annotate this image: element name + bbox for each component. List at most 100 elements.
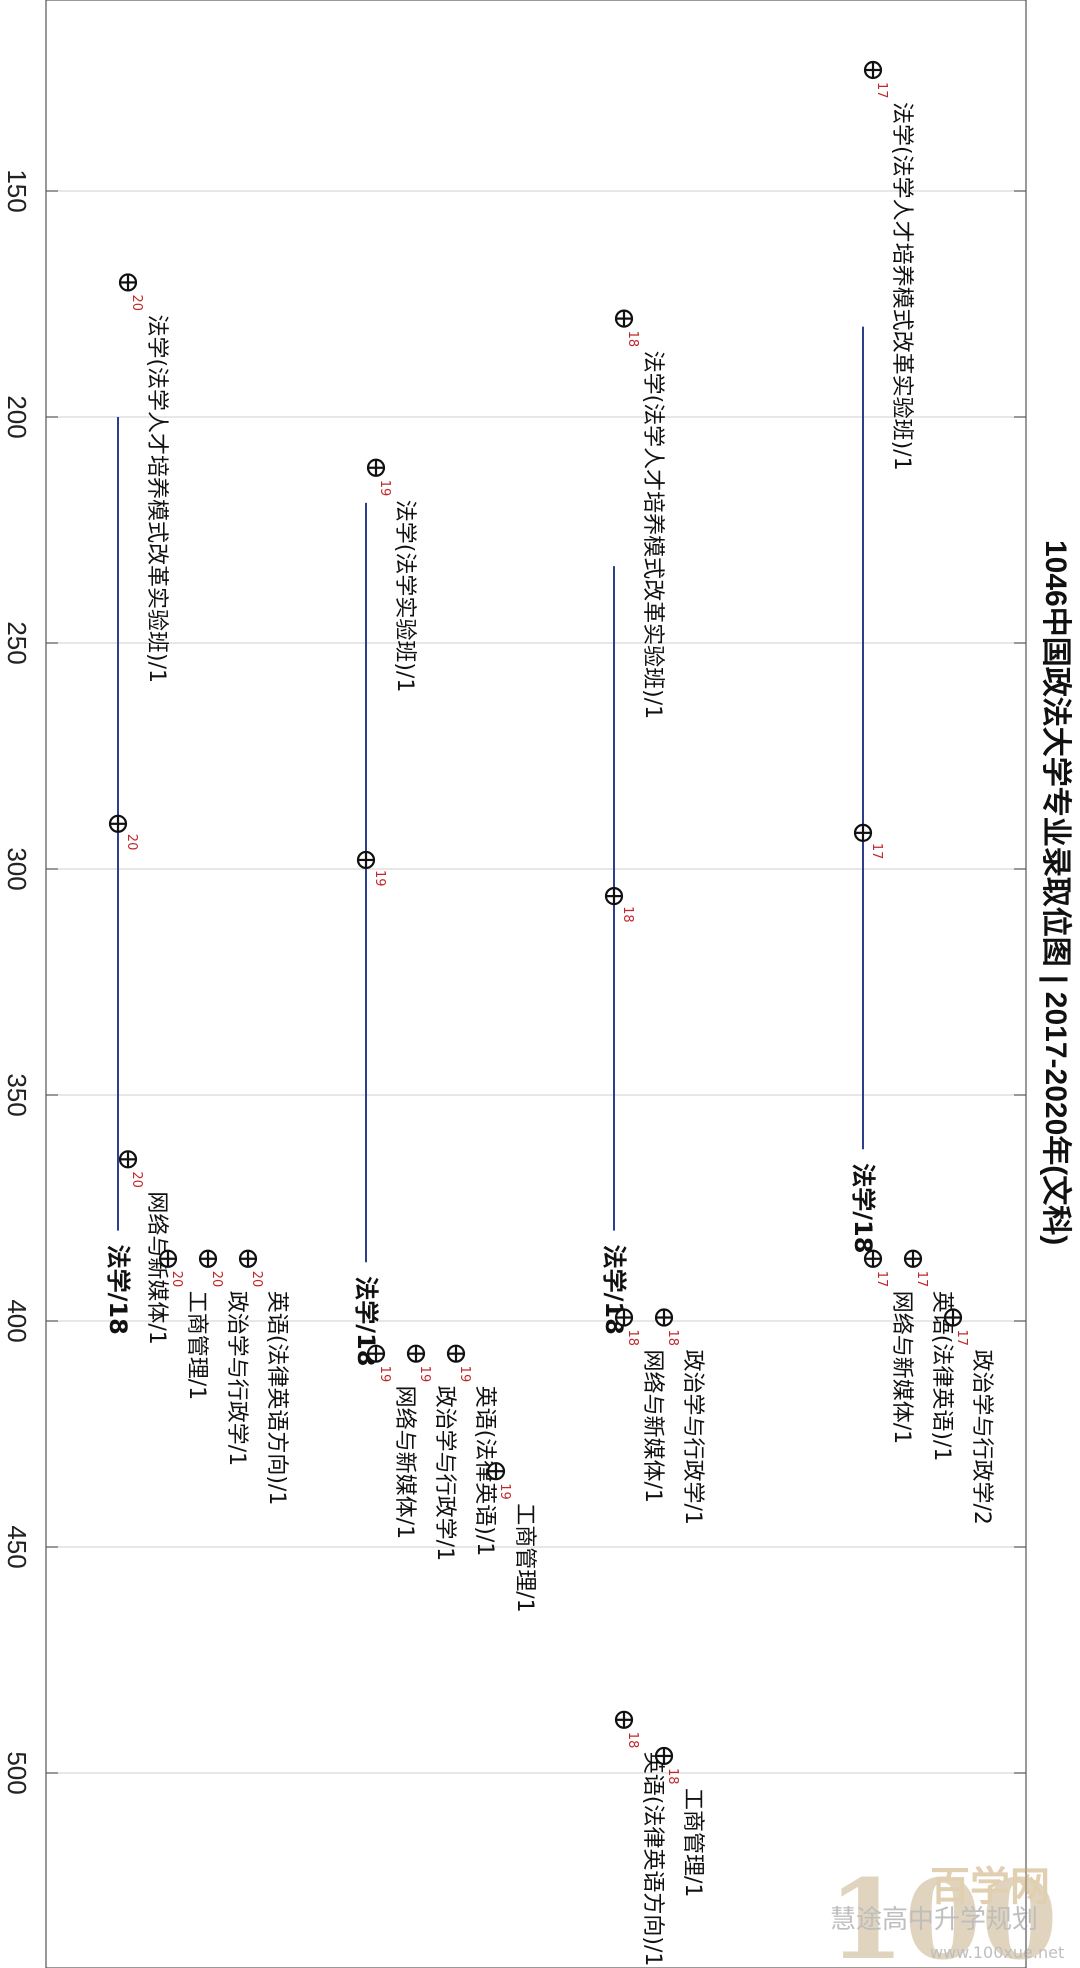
major-label: 政治学与行政学/1 [224,1291,249,1466]
major-marker [863,60,883,80]
major-marker [863,1249,883,1268]
major-year-label: 18 [625,1732,640,1749]
range-year-label: 18 [620,906,635,923]
major-year-label: 17 [874,82,889,99]
range-mid-marker [604,887,624,906]
major-label: 网络与新媒体/1 [392,1386,417,1539]
range-mid-marker [356,850,376,870]
year-column-17: 17法学/1817法学(法学人才培养模式改革实验班)/117网络与新媒体/117… [849,60,994,1525]
axis-tick-label: 450 [2,1525,32,1568]
major-marker [614,309,634,328]
major-year-label: 17 [914,1271,929,1288]
major-year-label: 19 [497,1483,512,1500]
major-label: 工商管理/1 [184,1291,209,1400]
major-label: 法学(法学人才培养模式改革实验班)/1 [144,314,169,683]
major-year-label: 18 [665,1330,680,1347]
range-mid-marker [853,823,873,842]
major-year-label: 20 [169,1271,184,1288]
major-marker [118,273,138,292]
major-label: 政治学与行政学/1 [680,1350,705,1525]
watermark-site: www.100xue.net [930,1943,1064,1962]
major-label: 法学(法学实验班)/1 [392,500,417,693]
range-mid-marker [108,814,128,833]
major-marker [198,1249,218,1268]
major-label: 英语(法律英语方向)/1 [640,1752,665,1967]
major-label: 英语(法律英语方向)/1 [264,1291,289,1506]
major-marker [366,1344,386,1363]
major-label: 政治学与行政学/1 [432,1386,457,1561]
range-year-label: 20 [124,834,139,851]
major-label: 工商管理/1 [680,1788,705,1897]
axis-tick-label: 300 [2,847,32,890]
major-marker [943,1308,963,1327]
major-year-label: 19 [377,1366,392,1383]
major-marker [654,1308,674,1327]
major-marker [654,1746,674,1766]
major-label: 网络与新媒体/1 [144,1191,169,1344]
range-label: 法学/18 [849,1163,877,1253]
grid-lines [46,190,1026,1774]
axis-tick-label: 350 [2,1073,32,1116]
major-label: 工商管理/1 [512,1503,537,1612]
major-marker [406,1344,426,1363]
year-column-19: 19法学/1819法学(法学实验班)/119网络与新媒体/119政治学与行政学/… [352,458,537,1613]
range-year-label: 17 [869,843,884,860]
major-year-label: 20 [129,294,144,311]
major-marker [158,1249,178,1268]
watermark-account: 慧途高中升学规划 [830,1905,1038,1935]
range-year-label: 19 [372,870,387,887]
major-year-label: 18 [625,331,640,348]
major-label: 法学(法学人才培养模式改革实验班)/1 [889,102,914,471]
major-label: 法学(法学人才培养模式改革实验班)/1 [640,351,665,720]
major-year-label: 20 [209,1271,224,1288]
major-year-label: 17 [874,1271,889,1288]
watermark-brand: 百学网 [930,1864,1050,1910]
axis-tick-label: 400 [2,1299,32,1342]
chart-title: 1046中国政法大学专业录取位图 | 2017-2020年(文科) [1039,540,1073,1245]
axis-tick-label: 200 [2,395,32,438]
major-year-label: 18 [625,1330,640,1347]
major-year-label: 17 [954,1330,969,1347]
major-marker [446,1344,466,1363]
axis-tick-label: 500 [2,1751,32,1794]
year-column-18: 18法学/1818法学(法学人才培养模式改革实验班)/118网络与新媒体/118… [600,309,705,1967]
year-columns: 17法学/1817法学(法学人才培养模式改革实验班)/117网络与新媒体/117… [104,60,994,1967]
major-marker [238,1249,258,1268]
major-marker [118,1150,138,1169]
axis-tick-label: 150 [2,169,32,212]
plot-frame [45,0,1027,1968]
major-marker [614,1710,634,1729]
watermark-logo: 100 [828,1855,1058,1968]
axis-tick-label: 250 [2,621,32,664]
value-axis: 150 200 250 300 350 400 450 500 [2,169,1026,1795]
major-label: 网络与新媒体/1 [640,1350,665,1503]
major-label: 政治学与行政学/2 [969,1350,994,1525]
range-label: 法学/18 [104,1245,132,1335]
major-year-label: 20 [129,1171,144,1188]
major-year-label: 19 [377,480,392,497]
major-marker [614,1308,634,1327]
watermark: 100 百学网 www.100xue.net 慧途高中升学规划 [828,1855,1064,1968]
major-marker [903,1249,923,1268]
major-year-label: 20 [249,1271,264,1288]
major-year-label: 18 [665,1768,680,1785]
